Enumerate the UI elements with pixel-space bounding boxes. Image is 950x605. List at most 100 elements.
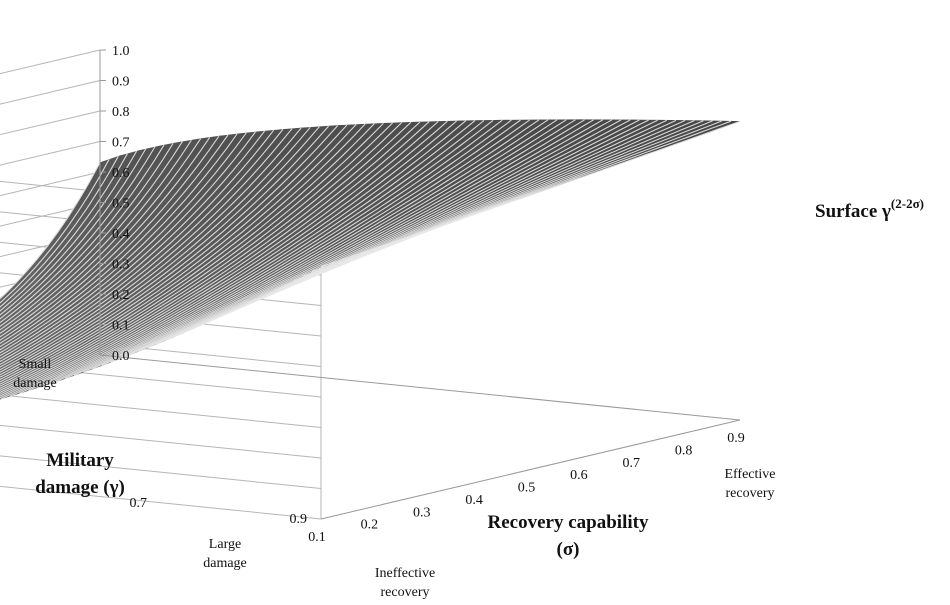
surface-stripe <box>0 132 247 357</box>
z-tick-label: 0.3 <box>112 258 130 273</box>
surface-stripe <box>0 133 238 354</box>
surface-stripe <box>0 159 110 304</box>
gamma-axis-title-symbol: damage (γ) <box>35 477 125 498</box>
effective-recovery-note: Effective <box>724 467 775 482</box>
gridline-back-right <box>0 49 101 75</box>
z-axis-title-superscript: (2-2σ) <box>891 196 924 211</box>
surface-stripe <box>0 153 128 312</box>
surface-stripe <box>137 119 558 353</box>
surface-stripe <box>0 141 183 335</box>
surface-stripe <box>0 139 192 338</box>
sigma-tick-label: 0.2 <box>361 518 379 533</box>
surface-stripe <box>165 119 585 341</box>
ineffective-recovery-note: Ineffective <box>375 566 435 581</box>
z-tick-label: 0.1 <box>112 319 130 334</box>
chart-labels: 0.0 0.1 0.2 0.3 0.4 0.5 0.6 0.7 0.8 0.9 1.0 0.1 0.2 0… <box>13 44 924 600</box>
z-tick-label: 0.9 <box>112 75 130 90</box>
sigma-tick-label: 0.5 <box>518 481 536 496</box>
z-tick-label: 0.0 <box>112 349 130 364</box>
gamma-axis-line <box>99 354 741 421</box>
surface-stripe <box>0 135 220 348</box>
surface-stripe <box>0 129 284 368</box>
surface-stripe <box>0 129 275 365</box>
gridline-back-right <box>0 232 101 258</box>
surface-stripe <box>128 119 549 356</box>
surface-stripe <box>0 146 156 324</box>
gridline-back-right <box>0 171 101 197</box>
sigma-tick-label: 0.1 <box>308 530 326 545</box>
surface-stripe <box>0 126 311 376</box>
effective-recovery-note: recovery <box>726 486 775 501</box>
surface-stripe <box>302 120 722 277</box>
gridline-back-left <box>0 485 322 520</box>
surface-stripe <box>28 120 448 392</box>
surface-stripe <box>0 122 393 395</box>
large-damage-note: Large <box>209 537 241 552</box>
surface-stripe <box>0 130 266 363</box>
surface-stripe <box>0 123 366 389</box>
surface-stripe <box>119 119 540 360</box>
z-tick-label: 0.7 <box>112 136 130 151</box>
surface-stripe <box>83 119 503 373</box>
sigma-tick-label: 0.6 <box>570 468 588 483</box>
sigma-axis-title-symbol: (σ) <box>557 539 580 560</box>
surface-stripe <box>0 137 211 345</box>
surface-stripe <box>0 156 119 308</box>
surface-stripe <box>156 119 576 345</box>
surface-stripe <box>284 120 704 287</box>
sigma-axis-line <box>320 419 741 520</box>
surface-stripe <box>174 119 594 338</box>
gamma-tick-label: 0.9 <box>290 512 308 527</box>
sigma-tick-label: 0.3 <box>413 505 431 520</box>
sigma-tick-label: 0.8 <box>675 443 693 458</box>
surface-stripe <box>9 121 430 397</box>
surface-stripe <box>147 119 567 349</box>
z-tick-label: 0.4 <box>112 227 130 242</box>
surface-stripe <box>73 119 494 376</box>
surface-stripe <box>0 122 384 393</box>
surface-stripe <box>0 123 375 392</box>
gridline-back-right <box>0 202 101 227</box>
gamma-axis-title: Military <box>46 450 114 471</box>
sigma-tick-label: 0.9 <box>727 431 745 446</box>
surface-stripe <box>0 128 293 371</box>
surface-stripe <box>0 162 101 300</box>
z-tick-label: 0.2 <box>112 288 130 303</box>
surface-stripe <box>0 124 348 385</box>
ineffective-recovery-note: recovery <box>381 585 430 600</box>
surface-stripe <box>0 121 412 399</box>
surface-stripe <box>0 125 339 383</box>
surface-stripe <box>0 134 229 351</box>
surface-stripe <box>37 120 457 389</box>
surface-stripe <box>0 150 138 316</box>
surface-stripe <box>92 119 512 370</box>
surface-stripe <box>101 119 521 367</box>
surface-stripes <box>0 119 741 400</box>
gridline-back-left <box>0 455 322 489</box>
surface-stripe <box>0 124 357 387</box>
z-tick-label: 0.6 <box>112 166 130 181</box>
surface-stripe <box>0 143 174 331</box>
z-tick-label: 0.5 <box>112 197 130 212</box>
sigma-tick-label: 0.4 <box>465 493 483 508</box>
sigma-axis-title: Recovery capability <box>488 512 649 533</box>
z-axis-title: Surface γ(2-2σ) <box>815 196 924 222</box>
surface-stripe <box>19 121 439 394</box>
small-damage-note: Small <box>19 357 52 372</box>
z-tick-label: 1.0 <box>112 44 130 59</box>
surface-stripe <box>64 120 485 380</box>
surface-stripe <box>0 127 302 373</box>
surface-stripe <box>110 119 531 363</box>
surface-stripe <box>0 131 256 360</box>
chart-frame <box>99 49 741 520</box>
surface-stripe <box>320 120 741 268</box>
small-damage-note: damage <box>13 376 57 391</box>
large-damage-note: damage <box>203 556 247 571</box>
surface-stripe <box>0 125 330 381</box>
surface-stripe <box>293 120 713 282</box>
gridline-back-left <box>0 424 322 459</box>
surface-stripe <box>0 122 403 397</box>
gridline-back-right <box>0 141 101 166</box>
z-tick-label: 0.8 <box>112 105 130 120</box>
